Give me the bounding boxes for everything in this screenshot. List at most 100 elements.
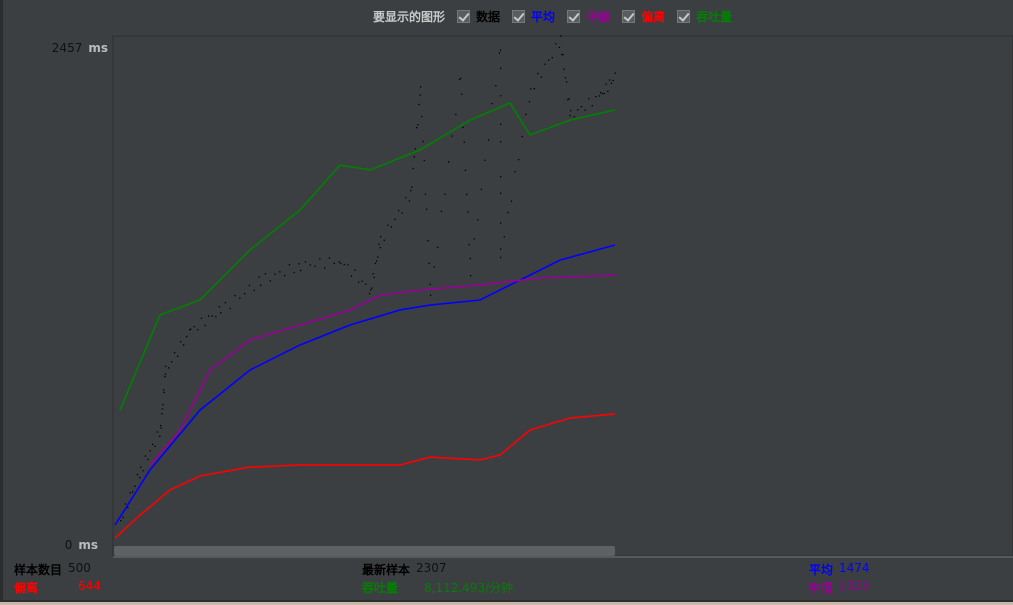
data-point [401, 212, 403, 214]
stat-deviation: 偏离 644 [14, 579, 101, 595]
data-point [260, 284, 262, 287]
data-point [588, 97, 590, 100]
data-point [518, 158, 520, 161]
data-point [304, 261, 307, 263]
data-point [180, 341, 182, 343]
data-point [373, 276, 375, 279]
data-point [374, 262, 377, 265]
data-point [274, 273, 276, 275]
data-point [144, 455, 147, 457]
data-point [548, 59, 550, 61]
data-point [378, 243, 380, 245]
data-point [319, 258, 321, 260]
data-point [528, 101, 531, 103]
data-point [500, 141, 502, 143]
data-point [190, 328, 192, 330]
data-point [215, 316, 217, 318]
data-point [220, 312, 222, 314]
checkbox-icon[interactable] [622, 10, 636, 23]
data-point [394, 218, 396, 220]
data-point [580, 106, 583, 108]
window-border-bottom [0, 600, 1013, 605]
data-point [136, 473, 139, 476]
data-point [448, 161, 450, 163]
data-point [160, 424, 162, 427]
data-point [162, 404, 164, 406]
data-point [208, 315, 210, 317]
data-point [193, 325, 195, 328]
data-point [288, 264, 291, 266]
data-point [234, 295, 236, 297]
data-point [156, 431, 159, 433]
window-border [0, 0, 3, 600]
data-point [161, 412, 163, 415]
data-point [614, 72, 616, 74]
data-point [428, 262, 430, 265]
data-point [264, 273, 267, 275]
plot-area [112, 35, 1013, 557]
data-point [171, 361, 173, 363]
checkbox-icon[interactable] [457, 10, 471, 23]
data-point [510, 200, 513, 202]
data-point [598, 95, 601, 97]
data-point [421, 115, 423, 118]
data-point [398, 209, 400, 212]
data-point [309, 264, 311, 266]
data-point [412, 167, 414, 170]
data-point [248, 284, 251, 287]
data-point [455, 113, 457, 116]
data-point [413, 156, 415, 158]
data-point [350, 275, 353, 277]
data-point [422, 140, 424, 143]
data-point [314, 265, 316, 267]
data-point [551, 57, 553, 59]
data-point [609, 79, 611, 81]
data-point [600, 91, 602, 94]
data-point [603, 92, 605, 95]
data-point [279, 271, 281, 273]
data-point [368, 292, 371, 295]
data-point [560, 35, 562, 37]
data-point [164, 375, 166, 378]
data-point [218, 305, 221, 308]
series-偏离-line [114, 413, 616, 539]
data-point [165, 365, 167, 368]
data-point [411, 186, 413, 188]
checkbox-data[interactable]: 数据 [457, 8, 500, 25]
data-point [498, 52, 501, 54]
data-point [537, 72, 539, 75]
checkbox-average[interactable]: 平均 [512, 8, 555, 25]
data-point [358, 281, 360, 283]
data-point [462, 126, 464, 129]
checkbox-throughput[interactable]: 吞吐量 [677, 8, 732, 25]
data-point [612, 79, 614, 82]
checkbox-icon[interactable] [512, 10, 526, 23]
data-point [569, 114, 571, 117]
checkbox-deviation[interactable]: 偏离 [622, 8, 665, 25]
data-point [410, 189, 412, 192]
horizontal-scrollbar[interactable] [114, 546, 615, 556]
data-point [122, 516, 124, 519]
checkbox-icon[interactable] [677, 10, 691, 23]
legend-title: 要显示的图形 [373, 10, 446, 24]
data-point [129, 492, 131, 494]
data-point [186, 335, 188, 338]
checkbox-median[interactable]: 中值 [567, 8, 610, 25]
y-min-label: 0 ms [64, 538, 98, 552]
data-point [142, 470, 144, 472]
data-point [564, 77, 567, 79]
data-point [211, 315, 213, 317]
data-point [183, 344, 185, 346]
data-point [324, 267, 326, 269]
checkbox-icon[interactable] [567, 10, 581, 23]
data-point [591, 105, 593, 107]
data-point [461, 93, 463, 95]
data-point [433, 266, 435, 268]
data-point [200, 317, 203, 319]
data-point [500, 95, 502, 97]
data-point [419, 94, 421, 96]
data-point [444, 193, 446, 195]
data-point [377, 256, 379, 258]
series-平均-line [114, 244, 616, 526]
data-point [463, 141, 465, 143]
